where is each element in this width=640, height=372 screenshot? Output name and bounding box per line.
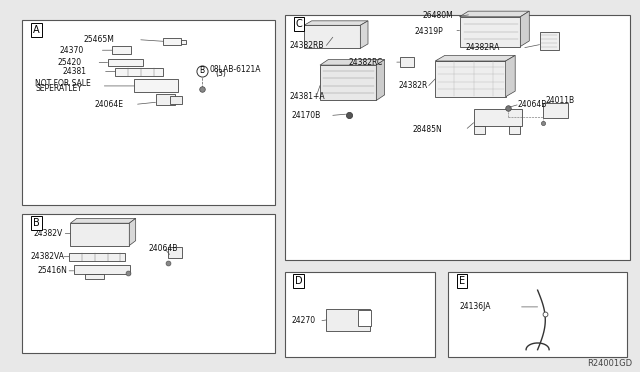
Bar bbox=[460, 17, 520, 46]
Text: SEPERATLEY: SEPERATLEY bbox=[35, 84, 82, 93]
Text: C: C bbox=[296, 19, 302, 29]
Bar bbox=[474, 109, 522, 126]
Text: (3): (3) bbox=[215, 69, 226, 78]
Bar bbox=[69, 253, 125, 261]
Polygon shape bbox=[360, 21, 368, 48]
Text: 24064B: 24064B bbox=[148, 244, 178, 253]
Text: B: B bbox=[200, 66, 205, 75]
Bar bbox=[326, 309, 370, 331]
Bar bbox=[320, 65, 376, 100]
Text: 24382RB: 24382RB bbox=[290, 41, 324, 50]
Text: R24001GD: R24001GD bbox=[587, 359, 632, 368]
Bar bbox=[181, 40, 186, 44]
Polygon shape bbox=[70, 218, 136, 223]
Text: 25416N: 25416N bbox=[37, 266, 67, 275]
Polygon shape bbox=[320, 60, 385, 65]
Text: 24382R: 24382R bbox=[398, 81, 428, 90]
Bar bbox=[85, 274, 104, 279]
Text: 08LAB-6121A: 08LAB-6121A bbox=[209, 65, 260, 74]
Bar bbox=[448, 272, 627, 357]
Bar bbox=[285, 15, 630, 260]
Polygon shape bbox=[304, 21, 368, 25]
Text: 24136JA: 24136JA bbox=[460, 302, 491, 311]
Bar bbox=[22, 214, 275, 353]
Text: 24370: 24370 bbox=[60, 46, 84, 55]
Bar bbox=[304, 25, 360, 48]
Text: 24064E: 24064E bbox=[95, 100, 124, 109]
Text: 24381: 24381 bbox=[63, 67, 87, 76]
Text: 24270: 24270 bbox=[291, 316, 316, 325]
Bar bbox=[543, 103, 568, 118]
Bar bbox=[108, 59, 143, 66]
Bar bbox=[168, 247, 182, 258]
Bar bbox=[115, 68, 163, 76]
Bar bbox=[540, 32, 559, 50]
Text: 25465M: 25465M bbox=[83, 35, 114, 44]
Bar bbox=[358, 310, 371, 326]
Bar bbox=[74, 265, 130, 274]
Text: 25420: 25420 bbox=[58, 58, 82, 67]
Bar bbox=[163, 38, 181, 45]
Bar bbox=[134, 79, 178, 92]
Bar bbox=[474, 126, 485, 134]
Bar bbox=[170, 96, 182, 104]
Text: 24382VA: 24382VA bbox=[31, 252, 65, 261]
Bar bbox=[400, 57, 414, 67]
Text: A: A bbox=[33, 25, 40, 35]
Bar bbox=[285, 272, 435, 357]
Text: 24011B: 24011B bbox=[545, 96, 575, 105]
Bar bbox=[156, 94, 175, 105]
Text: 26480M: 26480M bbox=[422, 12, 453, 20]
Polygon shape bbox=[129, 218, 136, 246]
Text: B: B bbox=[33, 218, 40, 228]
Polygon shape bbox=[520, 11, 529, 46]
Text: 24382RA: 24382RA bbox=[466, 43, 500, 52]
Text: D: D bbox=[295, 276, 303, 286]
Polygon shape bbox=[435, 55, 515, 61]
Text: 24382RC: 24382RC bbox=[349, 58, 383, 67]
Text: 24319P: 24319P bbox=[415, 27, 444, 36]
Bar bbox=[112, 46, 131, 54]
Polygon shape bbox=[460, 11, 529, 17]
Text: 24382V: 24382V bbox=[34, 229, 63, 238]
Text: 24170B: 24170B bbox=[291, 111, 321, 120]
Polygon shape bbox=[506, 55, 515, 97]
Text: 24381+A: 24381+A bbox=[289, 92, 325, 101]
Text: 24064B: 24064B bbox=[517, 100, 547, 109]
Polygon shape bbox=[376, 60, 385, 100]
Text: NOT FOR SALE: NOT FOR SALE bbox=[35, 79, 91, 88]
Text: E: E bbox=[459, 276, 465, 286]
Text: 28485N: 28485N bbox=[413, 125, 442, 134]
Bar bbox=[22, 20, 275, 205]
Bar bbox=[435, 61, 506, 97]
Bar bbox=[509, 126, 520, 134]
Bar bbox=[70, 223, 129, 246]
